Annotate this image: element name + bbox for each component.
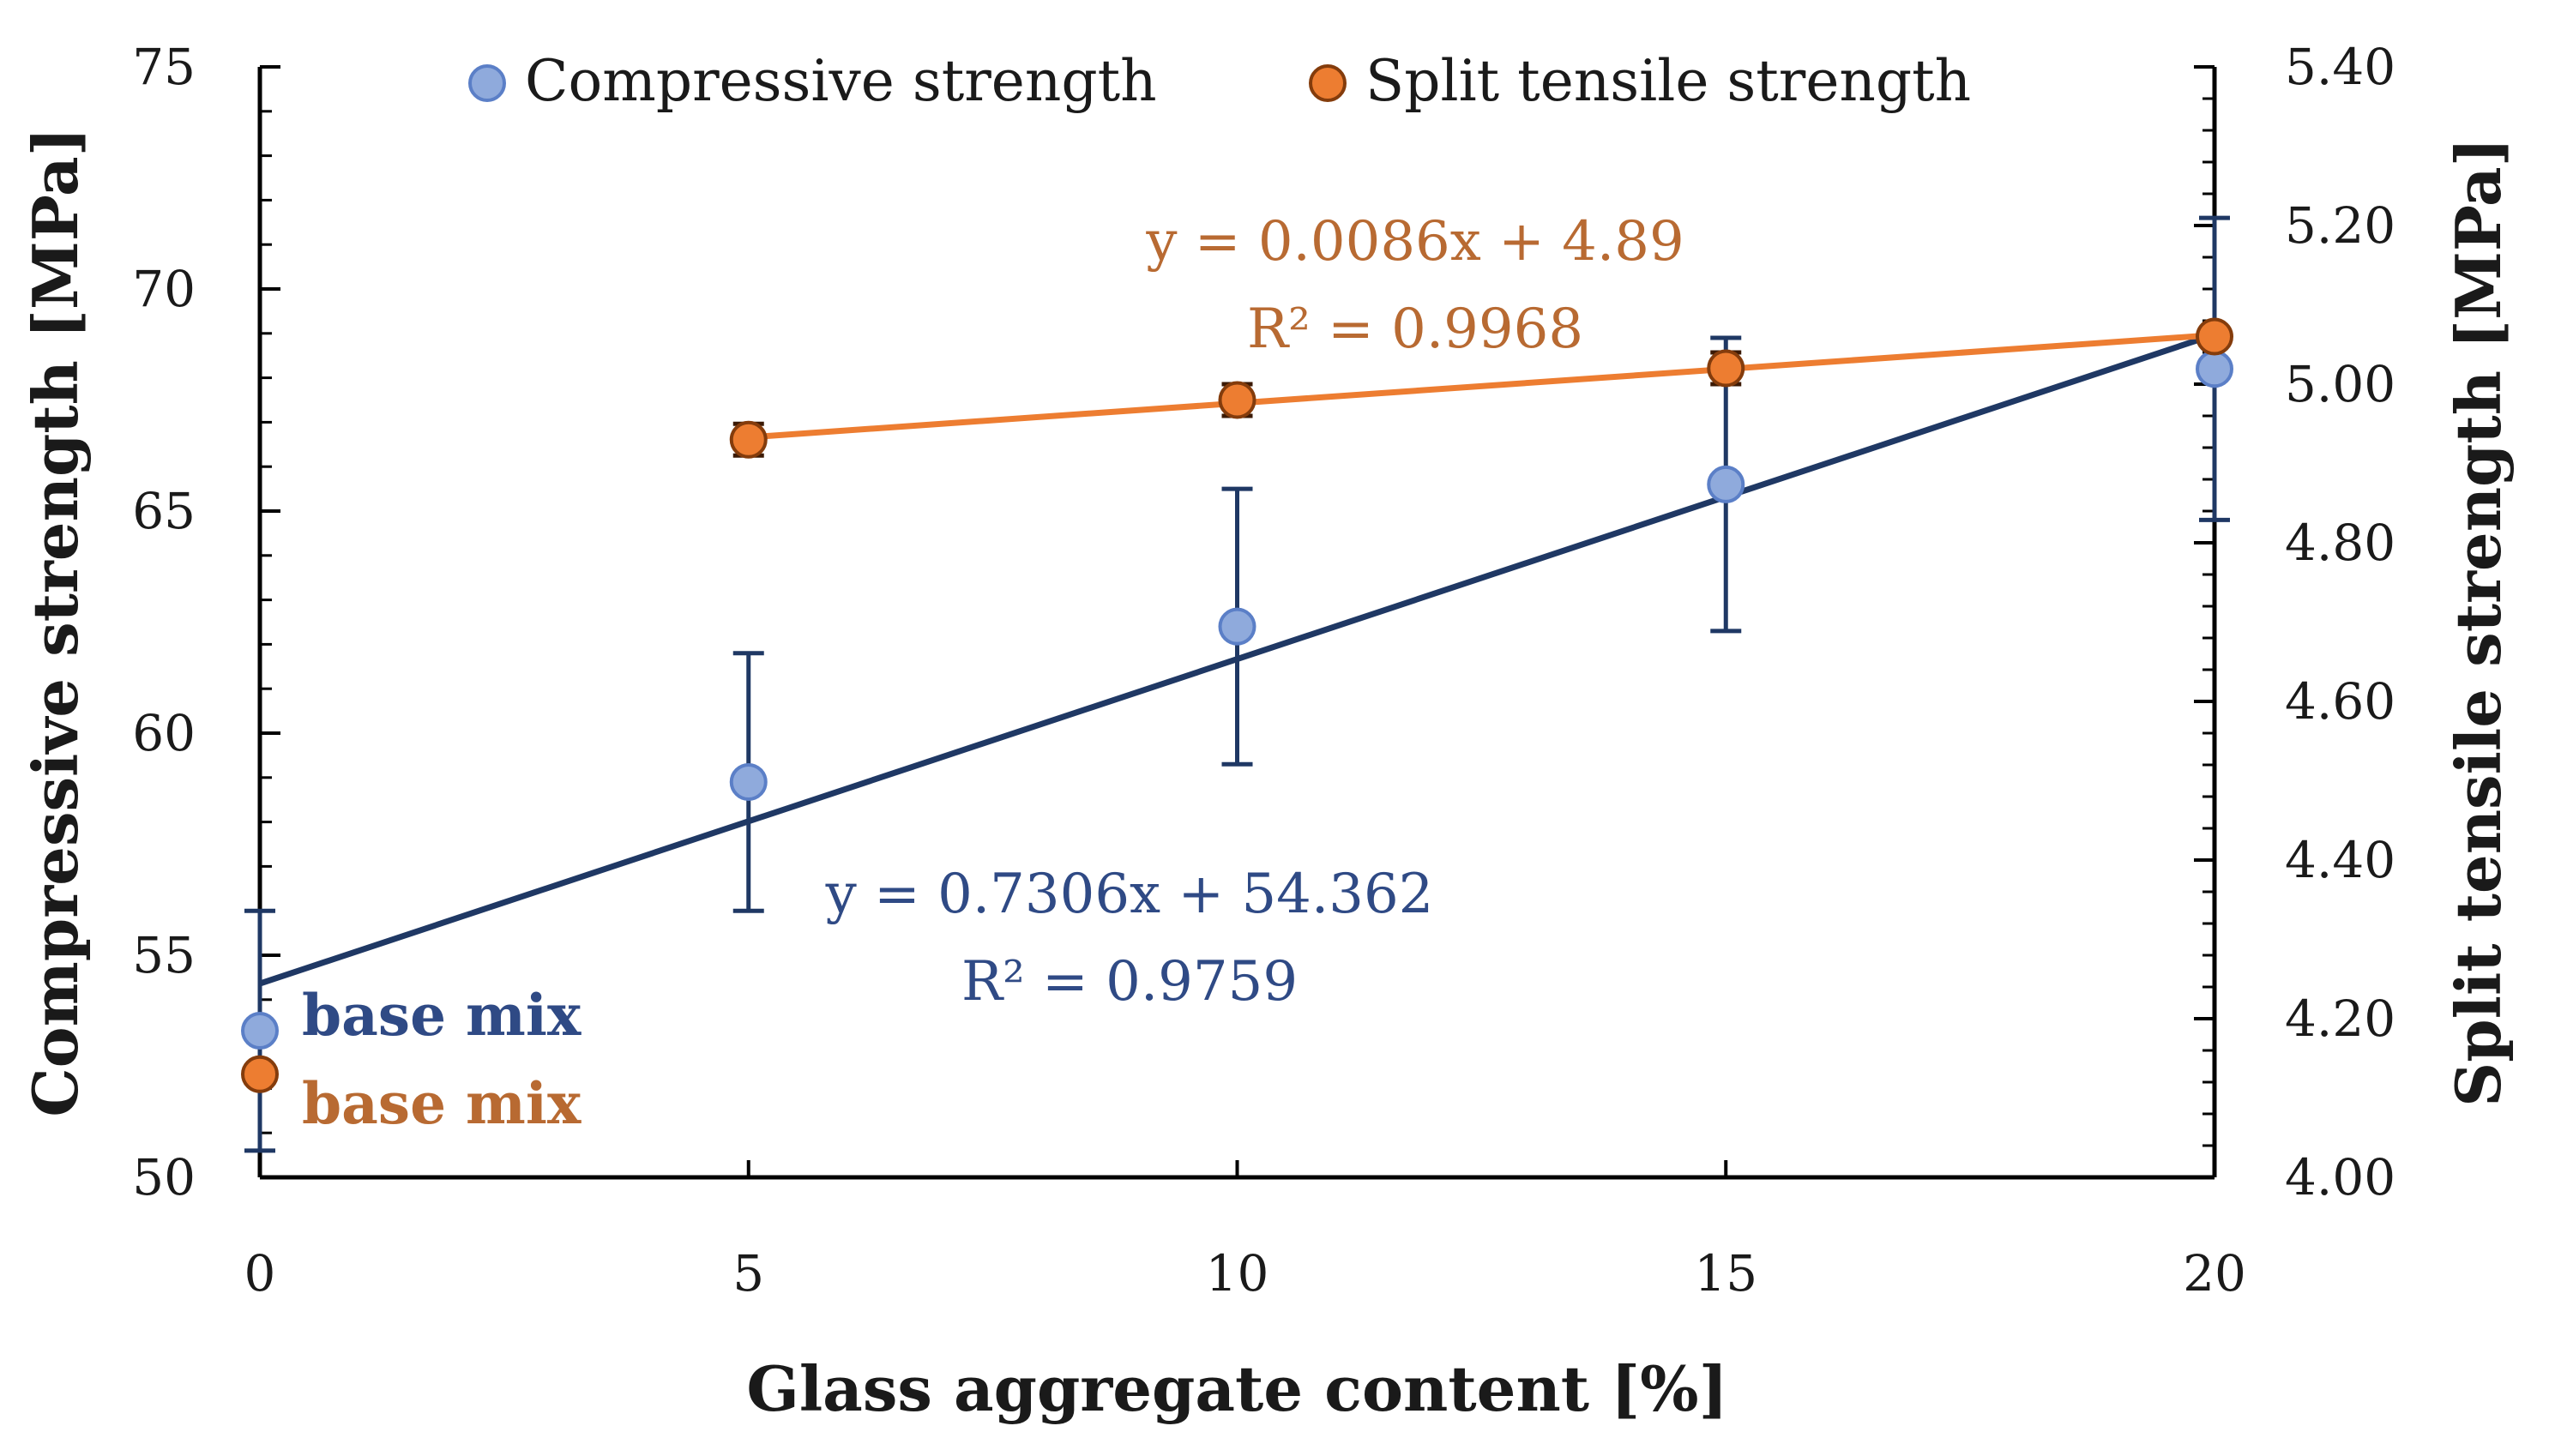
y-right-tick-label: 5.00 [2285,355,2395,413]
x-axis-title: Glass aggregate content [%] [746,1352,1727,1425]
compressive-trendline-r2: R² = 0.9759 [961,950,1298,1014]
compressive-trendline-equation: y = 0.7306x + 54.362 [825,863,1434,926]
x-tick-label: 10 [1206,1244,1269,1303]
tensile-data-point [729,420,768,459]
tensile-trendline [748,332,2215,441]
tensile-data-point [241,1055,279,1093]
y-right-tick-label: 4.00 [2285,1148,2395,1206]
y-left-axis-title: Compressive strength [MPa] [19,127,92,1116]
y-left-tick-label: 60 [132,704,196,762]
compressive-data-point [729,762,768,801]
legend-label-tensile: Split tensile strength [1365,48,1971,114]
compressive-data-point [241,1012,279,1050]
x-tick-label: 15 [1694,1244,1757,1303]
y-right-tick-label: 5.40 [2285,38,2395,96]
y-left-tick-label: 55 [132,926,196,984]
y-left-tick-label: 75 [132,38,196,96]
x-tick-label: 20 [2183,1244,2246,1303]
base-mix-tensile-label: base mix [302,1070,582,1137]
legend-label-compressive: Compressive strength [525,48,1157,114]
data-points-group [241,317,2233,1093]
y-right-tick-label: 5.20 [2285,196,2395,255]
y-left-tick-label: 70 [132,260,196,318]
compressive-data-point [1218,607,1256,646]
tensile-trendline-r2: R² = 0.9968 [1247,298,1583,361]
tensile-trendline-equation: y = 0.0086x + 4.89 [1145,210,1684,274]
compressive-data-point [2196,350,2233,388]
x-tick-label: 5 [732,1244,764,1303]
tensile-data-point [1218,381,1256,419]
base-mix-compressive-label: base mix [302,982,582,1049]
y-right-tick-label: 4.40 [2285,831,2395,889]
y-right-tick-label: 4.80 [2285,514,2395,572]
labels-group: 5055606570754.004.204.404.604.805.005.20… [19,38,2515,1425]
x-tick-label: 0 [244,1244,276,1303]
legend-marker-compressive [468,64,506,102]
compressive-data-point [1707,465,1745,503]
y-right-tick-label: 4.20 [2285,990,2395,1048]
y-left-tick-label: 50 [132,1148,196,1206]
tensile-data-point [1707,349,1745,388]
tensile-data-point [2196,317,2233,356]
legend-marker-tensile [1309,64,1347,102]
y-right-axis-title: Split tensile strength [MPa] [2442,137,2515,1106]
y-right-tick-label: 4.60 [2285,672,2395,731]
y-left-tick-label: 65 [132,482,196,540]
